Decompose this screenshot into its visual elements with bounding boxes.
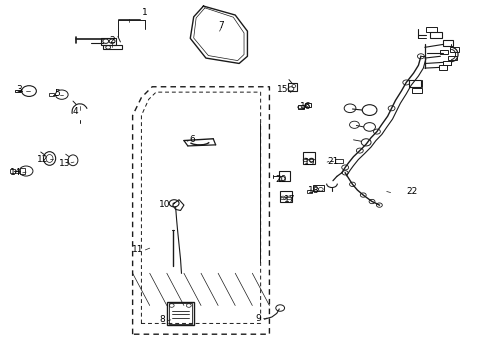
- Bar: [288, 83, 297, 91]
- Bar: [441, 50, 448, 54]
- Bar: [15, 90, 21, 93]
- Bar: [298, 105, 304, 109]
- Bar: [335, 159, 343, 163]
- Bar: [103, 45, 122, 49]
- Text: 12: 12: [37, 155, 48, 164]
- Text: 15: 15: [277, 85, 289, 94]
- Bar: [426, 27, 437, 32]
- Text: 22: 22: [407, 187, 418, 196]
- Bar: [10, 169, 15, 173]
- Bar: [167, 302, 194, 325]
- Bar: [49, 93, 54, 96]
- Text: 6: 6: [189, 135, 195, 144]
- Text: 14: 14: [10, 168, 21, 177]
- Text: 5: 5: [54, 89, 60, 98]
- Bar: [314, 185, 324, 192]
- Text: 8: 8: [159, 315, 165, 324]
- Text: 2: 2: [109, 36, 115, 45]
- Text: 4: 4: [72, 107, 78, 116]
- Text: 10: 10: [159, 199, 170, 208]
- Text: 13: 13: [58, 159, 70, 168]
- Bar: [412, 88, 422, 93]
- Text: 19: 19: [304, 158, 315, 167]
- Bar: [280, 191, 292, 202]
- Text: 17: 17: [284, 195, 295, 204]
- Text: 11: 11: [132, 246, 143, 255]
- Bar: [440, 65, 447, 69]
- Bar: [409, 80, 421, 87]
- Text: 9: 9: [255, 314, 261, 323]
- Text: 3: 3: [16, 85, 22, 94]
- Bar: [450, 47, 459, 51]
- Bar: [279, 171, 290, 181]
- Bar: [20, 168, 25, 174]
- Bar: [443, 40, 453, 45]
- Bar: [307, 190, 313, 193]
- Bar: [443, 61, 451, 65]
- Text: 21: 21: [327, 157, 339, 166]
- Text: 18: 18: [308, 185, 319, 194]
- Bar: [430, 32, 442, 39]
- Bar: [101, 38, 116, 45]
- Bar: [448, 55, 457, 60]
- Text: 7: 7: [219, 21, 224, 30]
- Bar: [303, 152, 315, 164]
- Text: 20: 20: [275, 175, 286, 184]
- Bar: [305, 103, 312, 107]
- Bar: [169, 303, 192, 324]
- Text: 1: 1: [142, 8, 147, 17]
- Text: 16: 16: [300, 102, 312, 111]
